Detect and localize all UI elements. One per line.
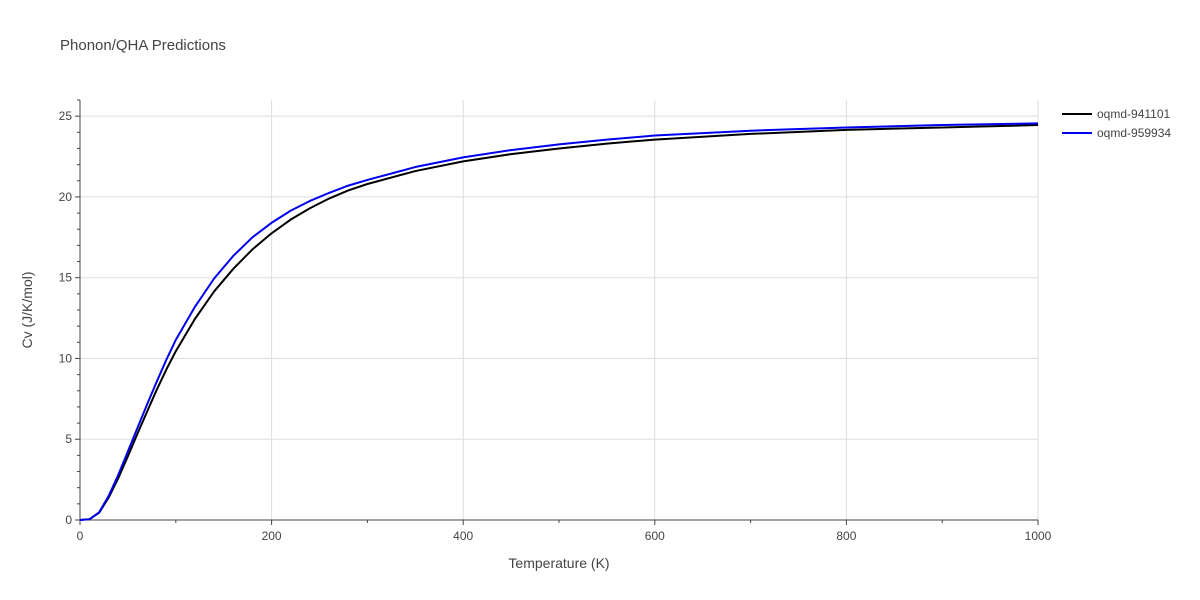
y-tick-label: 10	[59, 351, 73, 365]
y-axis-title: Cv (J/K/mol)	[19, 272, 35, 349]
series-lines	[79, 122, 1039, 521]
y-tick-label: 25	[59, 109, 73, 123]
y-tick-label: 0	[65, 513, 72, 527]
y-tick-label: 20	[59, 190, 73, 204]
x-axis-title: Temperature (K)	[508, 555, 609, 571]
axes: 0 200 400 600 800 1000 0 5 10 15 20 25	[59, 99, 1052, 543]
series-line-oqmd-959934	[79, 122, 1039, 521]
legend-label: oqmd-941101	[1097, 107, 1170, 121]
y-tick-label: 15	[59, 271, 73, 285]
y-tick-label: 5	[65, 432, 72, 446]
chart-title: Phonon/QHA Predictions	[60, 37, 226, 54]
x-tick-label: 200	[262, 529, 282, 543]
legend: oqmd-941101 oqmd-959934	[1062, 107, 1171, 140]
series-line-oqmd-941101	[79, 124, 1039, 521]
x-tick-label: 1000	[1025, 529, 1052, 543]
x-tick-label: 0	[77, 529, 84, 543]
x-tick-label: 800	[836, 529, 856, 543]
x-tick-label: 600	[645, 529, 665, 543]
legend-label: oqmd-959934	[1097, 126, 1171, 140]
x-tick-label: 400	[453, 529, 473, 543]
grid-lines	[80, 100, 1039, 520]
